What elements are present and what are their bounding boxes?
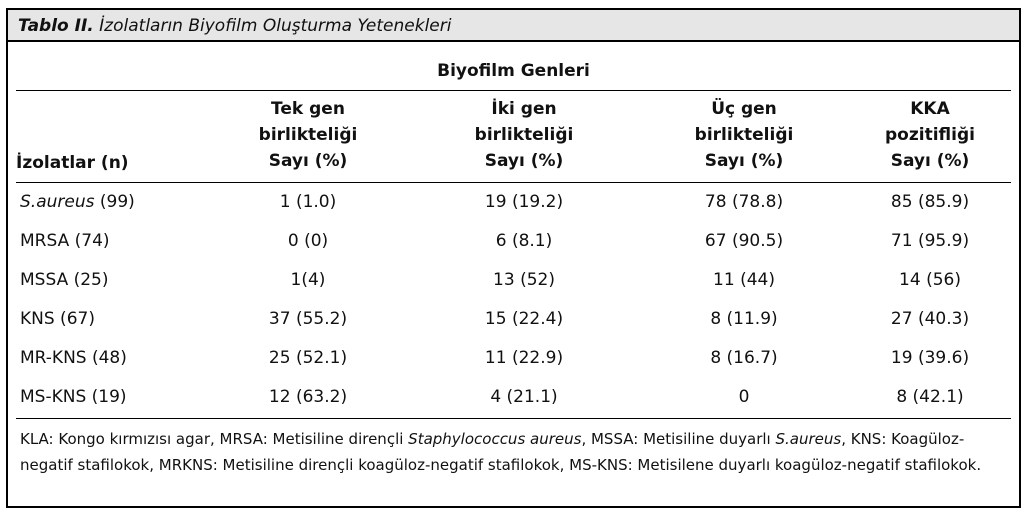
col-header-kka-line3: Sayı (%) <box>890 151 970 171</box>
footnote-part-3: , KNS: Koagüloz-negatif stafilokok, MRKN… <box>20 430 982 474</box>
rule-body-bottom <box>16 418 1011 419</box>
cell-kka: 85 (85.9) <box>890 192 970 212</box>
col-header-single-gene: Tek gen birlikteliği Sayı (%) <box>218 96 398 174</box>
col-header-three-gene: Üç gen birlikteliği Sayı (%) <box>654 96 834 174</box>
cell-two-gene: 4 (21.1) <box>490 387 558 407</box>
col-header-kka-line2: pozitifliği <box>885 125 975 145</box>
table-title-label: Tablo II. <box>18 16 94 36</box>
col-header-two-gene: İki gen birlikteliği Sayı (%) <box>434 96 614 174</box>
row-isolate: MR-KNS (48) <box>20 348 127 368</box>
row-isolate-italic: S.aureus <box>20 192 95 212</box>
col-header-two-gene-line1: İki gen <box>491 99 557 119</box>
cell-three-gene: 67 (90.5) <box>704 231 784 251</box>
cell-two-gene: 11 (22.9) <box>484 348 564 368</box>
col-header-three-gene-line3: Sayı (%) <box>704 151 784 171</box>
cell-three-gene: 8 (11.9) <box>710 309 778 329</box>
cell-kka: 8 (42.1) <box>896 387 964 407</box>
col-header-isolates: İzolatlar (n) <box>16 150 129 176</box>
cell-three-gene: 78 (78.8) <box>704 192 784 212</box>
cell-two-gene: 13 (52) <box>493 270 555 290</box>
cell-single-gene: 0 (0) <box>287 231 329 251</box>
rule-top <box>16 90 1011 91</box>
footnote-part-2: , MSSA: Metisiline duyarlı <box>581 430 776 448</box>
cell-single-gene: 25 (52.1) <box>268 348 348 368</box>
cell-two-gene: 19 (19.2) <box>484 192 564 212</box>
cell-kka: 14 (56) <box>899 270 961 290</box>
row-isolate: S.aureus (99) <box>20 192 135 212</box>
footnote-italic-2: S.aureus <box>775 430 842 448</box>
footnote-italic-1: Staphylococcus aureus <box>408 430 582 448</box>
cell-single-gene: 1 (1.0) <box>279 192 337 212</box>
row-isolate-text: KNS (67) <box>20 309 95 329</box>
cell-kka: 19 (39.6) <box>890 348 970 368</box>
col-header-single-gene-line3: Sayı (%) <box>268 151 348 171</box>
rule-header-bottom <box>16 182 1011 183</box>
col-header-three-gene-line1: Üç gen <box>711 99 777 119</box>
row-isolate: MRSA (74) <box>20 231 110 251</box>
cell-single-gene: 12 (63.2) <box>268 387 348 407</box>
cell-two-gene: 15 (22.4) <box>484 309 564 329</box>
cell-kka: 27 (40.3) <box>890 309 970 329</box>
cell-kka: 71 (95.9) <box>890 231 970 251</box>
cell-single-gene: 1(4) <box>290 270 326 290</box>
footnote-part-1: KLA: Kongo kırmızısı agar, MRSA: Metisil… <box>20 430 409 448</box>
cell-three-gene: 0 <box>738 387 750 407</box>
title-band: Tablo II. İzolatların Biyofilm Oluşturma… <box>8 10 1019 42</box>
col-header-single-gene-line2: birlikteliği <box>258 125 358 145</box>
row-isolate: MS-KNS (19) <box>20 387 127 407</box>
table-footnote: KLA: Kongo kırmızısı agar, MRSA: Metisil… <box>20 426 1010 478</box>
row-isolate: KNS (67) <box>20 309 95 329</box>
table-frame: Tablo II. İzolatların Biyofilm Oluşturma… <box>6 8 1021 508</box>
row-isolate-text: MSSA (25) <box>20 270 109 290</box>
row-isolate-text: (99) <box>94 192 135 212</box>
cell-two-gene: 6 (8.1) <box>495 231 553 251</box>
col-header-three-gene-line2: birlikteliği <box>694 125 794 145</box>
col-header-two-gene-line3: Sayı (%) <box>484 151 564 171</box>
table-title-text: İzolatların Biyofilm Oluşturma Yetenekle… <box>99 16 452 36</box>
cell-three-gene: 11 (44) <box>713 270 775 290</box>
col-header-isolates-label: İzolatlar (n) <box>16 153 129 173</box>
cell-single-gene: 37 (55.2) <box>268 309 348 329</box>
table-title: Tablo II. İzolatların Biyofilm Oluşturma… <box>18 16 451 36</box>
row-isolate-text: MR-KNS (48) <box>20 348 127 368</box>
col-header-single-gene-line1: Tek gen <box>271 99 345 119</box>
row-isolate: MSSA (25) <box>20 270 109 290</box>
col-header-kka-line1: KKA <box>910 99 950 119</box>
col-header-two-gene-line2: birlikteliği <box>474 125 574 145</box>
row-isolate-text: MRSA (74) <box>20 231 110 251</box>
row-isolate-text: MS-KNS (19) <box>20 387 127 407</box>
col-header-kka: KKA pozitifliği Sayı (%) <box>840 96 1020 174</box>
group-header: Biyofilm Genleri <box>437 61 590 81</box>
cell-three-gene: 8 (16.7) <box>710 348 778 368</box>
